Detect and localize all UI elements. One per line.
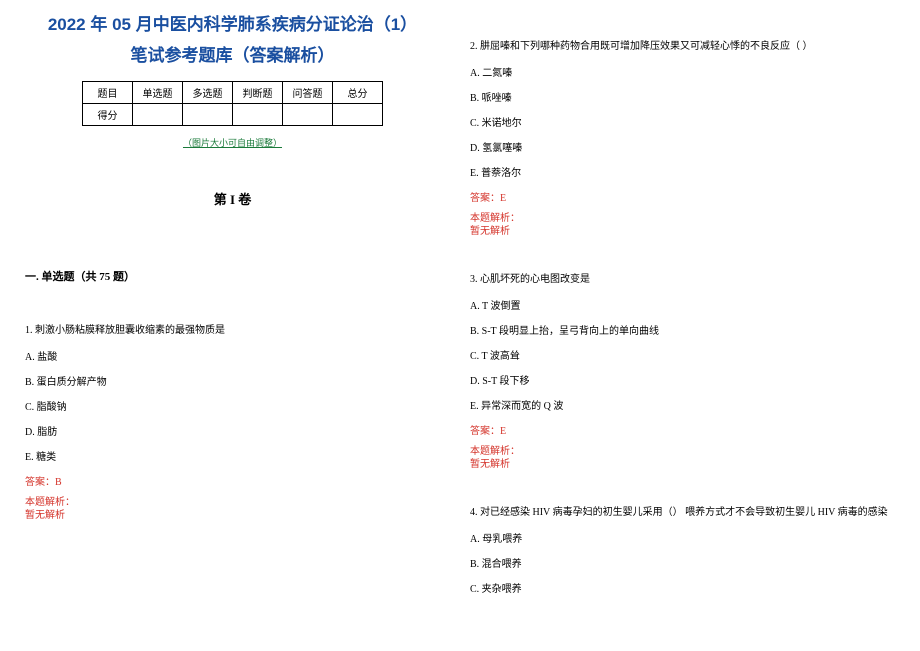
question-option: C. T 波高耸: [470, 347, 900, 362]
question-option: E. 糖类: [25, 448, 440, 463]
question-option: E. 普萘洛尔: [470, 164, 900, 179]
question-option: D. 脂肪: [25, 423, 440, 438]
question-4: 4. 对已经感染 HIV 病毒孕妇的初生婴儿采用（） 喂养方式才不会导致初生婴儿…: [470, 506, 900, 595]
question-option: A. 盐酸: [25, 348, 440, 363]
question-option: B. S-T 段明显上抬，呈弓背向上的单向曲线: [470, 322, 900, 337]
score-cell: [333, 104, 383, 126]
question-option: C. 夹杂喂养: [470, 580, 900, 595]
question-option: A. 母乳喂养: [470, 530, 900, 545]
analysis-label: 本题解析：: [25, 496, 440, 509]
question-analysis: 本题解析： 暂无解析: [470, 445, 900, 471]
score-cell: [233, 104, 283, 126]
question-stem: 4. 对已经感染 HIV 病毒孕妇的初生婴儿采用（） 喂养方式才不会导致初生婴儿…: [470, 506, 900, 520]
header-cell: 判断题: [233, 82, 283, 104]
question-option: D. 氢氯噻嗪: [470, 139, 900, 154]
score-cell: [283, 104, 333, 126]
adjust-note: （图片大小可自由调整）: [25, 136, 440, 149]
question-2: 2. 肼屈嗪和下列哪种药物合用既可增加降压效果又可减轻心悸的不良反应（ ） A.…: [470, 40, 900, 238]
score-cell: [133, 104, 183, 126]
header-cell: 多选题: [183, 82, 233, 104]
question-option: B. 蛋白质分解产物: [25, 373, 440, 388]
analysis-label: 本题解析：: [470, 445, 900, 458]
title-line-2: 笔试参考题库（答案解析）: [25, 41, 440, 72]
question-option: D. S-T 段下移: [470, 372, 900, 387]
question-option: A. T 波倒置: [470, 297, 900, 312]
question-option: C. 脂酸钠: [25, 398, 440, 413]
question-analysis: 本题解析： 暂无解析: [25, 496, 440, 522]
header-cell: 单选题: [133, 82, 183, 104]
table-header-row: 题目 单选题 多选题 判断题 问答题 总分: [83, 82, 383, 104]
right-column: 2. 肼屈嗪和下列哪种药物合用既可增加降压效果又可减轻心悸的不良反应（ ） A.…: [460, 0, 920, 651]
left-column: 2022 年 05 月中医内科学肺系疾病分证论治（1） 笔试参考题库（答案解析）…: [0, 0, 460, 651]
analysis-label: 本题解析：: [470, 212, 900, 225]
question-option: B. 混合喂养: [470, 555, 900, 570]
question-answer: 答案：B: [25, 473, 440, 488]
score-label-cell: 得分: [83, 104, 133, 126]
question-option: E. 异常深而宽的 Q 波: [470, 397, 900, 412]
table-score-row: 得分: [83, 104, 383, 126]
header-cell: 总分: [333, 82, 383, 104]
question-3: 3. 心肌坏死的心电图改变是 A. T 波倒置 B. S-T 段明显上抬，呈弓背…: [470, 273, 900, 471]
title-line-1: 2022 年 05 月中医内科学肺系疾病分证论治（1）: [25, 10, 440, 41]
question-answer: 答案：E: [470, 422, 900, 437]
question-stem: 2. 肼屈嗪和下列哪种药物合用既可增加降压效果又可减轻心悸的不良反应（ ）: [470, 40, 900, 54]
header-cell: 问答题: [283, 82, 333, 104]
question-option: A. 二氮嗪: [470, 64, 900, 79]
analysis-text: 暂无解析: [470, 458, 900, 471]
question-analysis: 本题解析： 暂无解析: [470, 212, 900, 238]
question-option: C. 米诺地尔: [470, 114, 900, 129]
question-stem: 3. 心肌坏死的心电图改变是: [470, 273, 900, 287]
volume-title: 第 I 卷: [25, 189, 440, 208]
section-title: 一. 单选题（共 75 题）: [25, 268, 440, 284]
analysis-text: 暂无解析: [470, 225, 900, 238]
question-answer: 答案：E: [470, 189, 900, 204]
question-1: 1. 刺激小肠粘膜释放胆囊收缩素的最强物质是 A. 盐酸 B. 蛋白质分解产物 …: [25, 324, 440, 522]
header-cell: 题目: [83, 82, 133, 104]
question-stem: 1. 刺激小肠粘膜释放胆囊收缩素的最强物质是: [25, 324, 440, 338]
score-cell: [183, 104, 233, 126]
score-table: 题目 单选题 多选题 判断题 问答题 总分 得分: [82, 81, 383, 126]
analysis-text: 暂无解析: [25, 509, 440, 522]
question-option: B. 哌唑嗪: [470, 89, 900, 104]
document-title: 2022 年 05 月中医内科学肺系疾病分证论治（1） 笔试参考题库（答案解析）: [25, 10, 440, 71]
